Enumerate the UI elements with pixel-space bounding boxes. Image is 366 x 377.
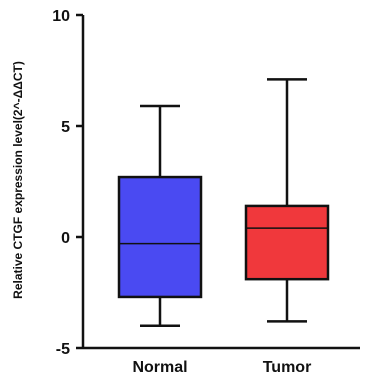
box-iqr: [244, 204, 330, 281]
y-ticks: 10 5 0 -5: [52, 8, 83, 358]
y-axis-label: Relative CTGF expression level(2^-ΔΔCT): [11, 61, 25, 299]
y-tick-label: 0: [61, 230, 70, 247]
y-tick-label: -5: [56, 341, 70, 358]
y-tick-label: 10: [52, 8, 70, 25]
x-labels: Normal Tumor: [132, 359, 311, 376]
boxes: [117, 78, 330, 328]
axes: [81, 15, 360, 350]
box-iqr: [117, 175, 203, 299]
box-tumor: [244, 78, 330, 323]
x-category-label: Tumor: [263, 359, 312, 376]
y-tick-label: 5: [61, 119, 70, 136]
box-normal: [117, 104, 203, 328]
x-category-label: Normal: [132, 359, 187, 376]
